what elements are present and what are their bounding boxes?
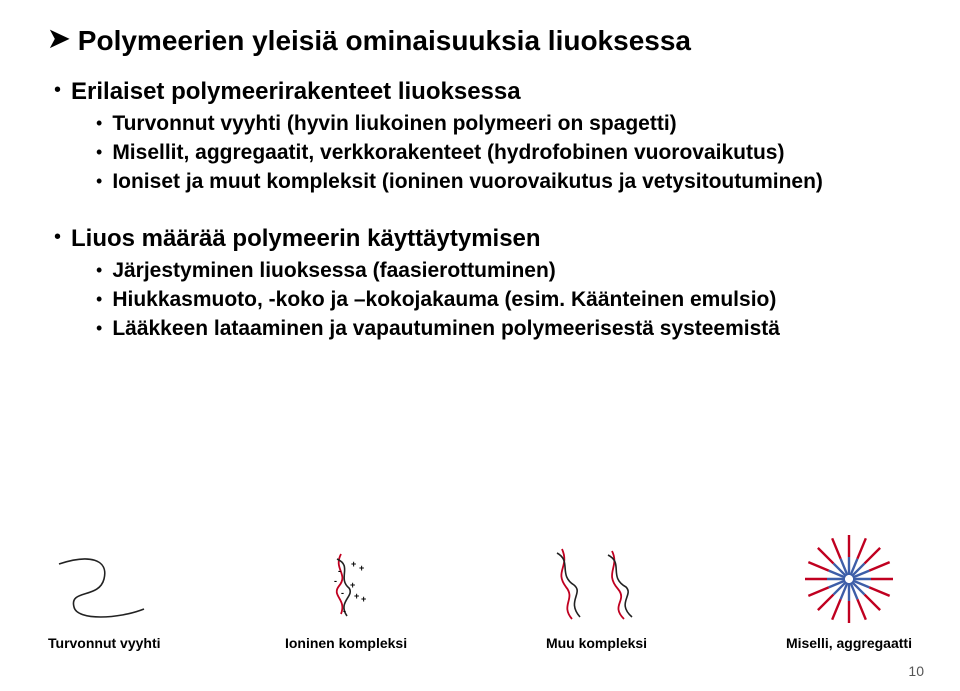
bullet-level2: • Hiukkasmuoto, -koko ja –kokojakauma (e… bbox=[96, 288, 912, 312]
svg-text:+: + bbox=[361, 594, 366, 604]
slide-title: Polymeerien yleisiä ominaisuuksia liuoks… bbox=[78, 24, 691, 58]
bullet-level1: • Liuos määrää polymeerin käyttäytymisen bbox=[54, 225, 912, 253]
bullet-level2: • Lääkkeen lataaminen ja vapautuminen po… bbox=[96, 317, 912, 341]
bullet-level2: • Järjestyminen liuoksessa (faasierottum… bbox=[96, 259, 912, 283]
bullet-text: Järjestyminen liuoksessa (faasierottumin… bbox=[112, 259, 556, 283]
diagram-caption: Ioninen kompleksi bbox=[285, 635, 407, 651]
bullet-dot-icon: • bbox=[54, 78, 61, 106]
svg-text:+: + bbox=[351, 559, 356, 569]
svg-text:+: + bbox=[350, 580, 355, 590]
diagram-row: Turvonnut vyyhti ++--+-++- Ioninen kompl… bbox=[48, 529, 912, 651]
chevron-icon: ➤ bbox=[48, 24, 70, 53]
bullet-dot-icon: • bbox=[96, 112, 102, 136]
micelle-icon bbox=[789, 529, 909, 629]
svg-text:-: - bbox=[338, 566, 341, 576]
bullet-dot-icon: • bbox=[96, 141, 102, 165]
bullet-dot-icon: • bbox=[96, 288, 102, 312]
bullet-dot-icon: • bbox=[54, 225, 61, 253]
ionic-complex-icon: ++--+-++- bbox=[286, 539, 406, 629]
page-number: 10 bbox=[908, 663, 924, 679]
bullet-text: Liuos määrää polymeerin käyttäytymisen bbox=[71, 225, 541, 253]
diagram-caption: Turvonnut vyyhti bbox=[48, 635, 161, 651]
bullet-dot-icon: • bbox=[96, 170, 102, 194]
bullet-text: Erilaiset polymeerirakenteet liuoksessa bbox=[71, 78, 521, 106]
slide-title-row: ➤ Polymeerien yleisiä ominaisuuksia liuo… bbox=[48, 24, 912, 58]
svg-text:-: - bbox=[334, 576, 337, 586]
bullet-dot-icon: • bbox=[96, 259, 102, 283]
diagram-caption: Muu kompleksi bbox=[546, 635, 647, 651]
diagram-ionic-complex: ++--+-++- Ioninen kompleksi bbox=[285, 539, 407, 651]
other-complex-icon bbox=[532, 539, 662, 629]
bullet-text: Misellit, aggregaatit, verkkorakenteet (… bbox=[112, 141, 784, 165]
svg-text:-: - bbox=[341, 588, 344, 598]
svg-text:-: - bbox=[343, 606, 346, 616]
diagram-turvonnut-vyyhti: Turvonnut vyyhti bbox=[48, 549, 161, 651]
bullet-text: Hiukkasmuoto, -koko ja –kokojakauma (esi… bbox=[112, 288, 776, 312]
bullet-level1: • Erilaiset polymeerirakenteet liuoksess… bbox=[54, 78, 912, 106]
diagram-micelle: Miselli, aggregaatti bbox=[786, 529, 912, 651]
svg-text:+: + bbox=[354, 591, 359, 601]
bullet-dot-icon: • bbox=[96, 317, 102, 341]
bullet-text: Ioniset ja muut kompleksit (ioninen vuor… bbox=[112, 170, 823, 194]
bullet-level2: • Turvonnut vyyhti (hyvin liukoinen poly… bbox=[96, 112, 912, 136]
bullet-text: Lääkkeen lataaminen ja vapautuminen poly… bbox=[112, 317, 780, 341]
diagram-other-complex: Muu kompleksi bbox=[532, 539, 662, 651]
bullet-level2: • Ioniset ja muut kompleksit (ioninen vu… bbox=[96, 170, 912, 194]
diagram-caption: Miselli, aggregaatti bbox=[786, 635, 912, 651]
bullet-level2: • Misellit, aggregaatit, verkkorakenteet… bbox=[96, 141, 912, 165]
bullet-text: Turvonnut vyyhti (hyvin liukoinen polyme… bbox=[112, 112, 676, 136]
svg-text:+: + bbox=[359, 563, 364, 573]
polymer-coil-icon bbox=[49, 549, 159, 629]
